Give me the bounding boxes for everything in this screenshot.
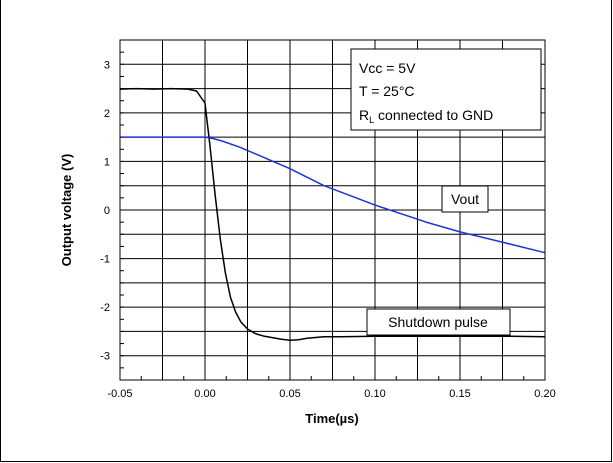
shutdown-label-frame	[366, 308, 511, 336]
shutdown-pulse-line	[119, 87, 546, 341]
x-tick-label: -0.05	[107, 388, 132, 400]
vout-label: Vout	[451, 191, 479, 207]
load-description: connected to GND	[374, 107, 493, 123]
y-tick-label: -3	[100, 351, 110, 363]
x-tick-labels: -0.05 0.00 0.05 0.10 0.15 0.20	[107, 388, 555, 400]
vout-line	[120, 136, 546, 254]
condition-vcc: Vcc = 5V	[359, 60, 416, 76]
condition-load: RL connected to GND	[359, 107, 493, 125]
conditions-box-frame	[350, 48, 542, 131]
x-tick-label: 0.10	[364, 388, 385, 400]
y-tick-label: -1	[100, 254, 110, 266]
x-tick-label: 0.05	[279, 388, 300, 400]
vout-label-frame	[441, 185, 489, 213]
y-tick-labels: -3 -2 -1 0 1 2 3	[100, 59, 110, 362]
x-tick-label: 0.15	[449, 388, 470, 400]
x-axis-title: Time(µs)	[305, 411, 359, 426]
series-layer	[119, 87, 546, 341]
y-tick-label: 0	[104, 205, 110, 217]
load-subscript: L	[369, 115, 374, 125]
conditions-box: Vcc = 5V T = 25°C RL connected to GND	[350, 48, 542, 131]
x-tick-label: 0.00	[194, 388, 215, 400]
vout-label-box: Vout	[441, 185, 489, 213]
load-symbol: R	[359, 107, 369, 123]
shutdown-label: Shutdown pulse	[388, 314, 488, 330]
y-tick-label: 3	[104, 59, 110, 71]
y-axis-title: Output voltage (V)	[59, 154, 74, 267]
minor-ticks	[119, 39, 546, 381]
y-tick-label: -2	[100, 302, 110, 314]
shutdown-label-box: Shutdown pulse	[366, 308, 511, 336]
x-tick-label: 0.20	[534, 388, 555, 400]
y-tick-label: 1	[104, 156, 110, 168]
condition-temperature: T = 25°C	[359, 83, 415, 99]
plot-area-border	[119, 39, 546, 381]
y-tick-label: 2	[104, 108, 110, 120]
